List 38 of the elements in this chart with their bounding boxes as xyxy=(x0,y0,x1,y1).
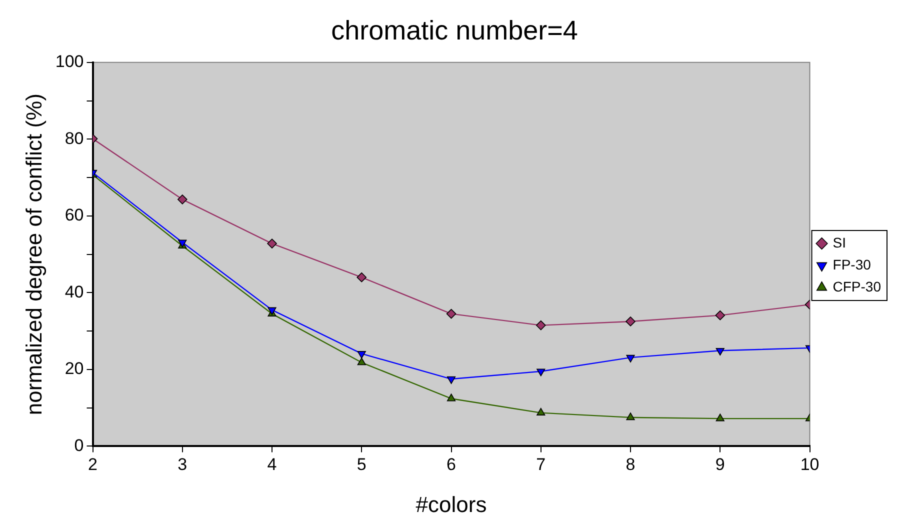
chart-title: chromatic number=4 xyxy=(331,16,578,46)
y-tick-label: 80 xyxy=(64,128,84,148)
point xyxy=(446,394,456,402)
point xyxy=(357,358,366,366)
y-axis-title: normalized degree of conflict (%) xyxy=(21,94,46,416)
legend-label: FP-30 xyxy=(832,256,872,272)
point xyxy=(626,354,635,362)
point xyxy=(536,320,546,330)
x-tick-label: 5 xyxy=(356,455,366,474)
x-tick-label: 2 xyxy=(88,455,98,474)
point xyxy=(716,348,724,356)
point xyxy=(626,316,636,326)
point xyxy=(446,308,456,319)
y-tick-label: 40 xyxy=(64,282,84,302)
point xyxy=(536,408,546,416)
legend-label: SI xyxy=(832,234,846,250)
y-tick-label: 20 xyxy=(64,359,84,378)
x-axis-title: #colors xyxy=(416,492,487,517)
x-tick-label: 7 xyxy=(536,455,546,474)
point xyxy=(626,412,635,420)
point xyxy=(267,238,277,248)
point xyxy=(356,272,367,282)
legend-label: CFP-30 xyxy=(832,278,882,294)
point xyxy=(536,368,546,376)
x-tick-label: 4 xyxy=(267,455,277,474)
point xyxy=(177,194,188,204)
x-tick-label: 3 xyxy=(178,455,188,474)
point xyxy=(715,310,726,320)
point xyxy=(716,414,724,422)
y-tick-label: 100 xyxy=(55,52,84,72)
y-tick-label: 0 xyxy=(74,436,84,455)
y-tick-label: 60 xyxy=(64,206,84,225)
x-tick-label: 8 xyxy=(626,455,636,474)
x-tick-label: 10 xyxy=(800,455,820,474)
x-tick-label: 9 xyxy=(715,455,725,474)
x-tick-label: 6 xyxy=(446,455,456,474)
point xyxy=(446,376,456,384)
point xyxy=(357,351,366,359)
